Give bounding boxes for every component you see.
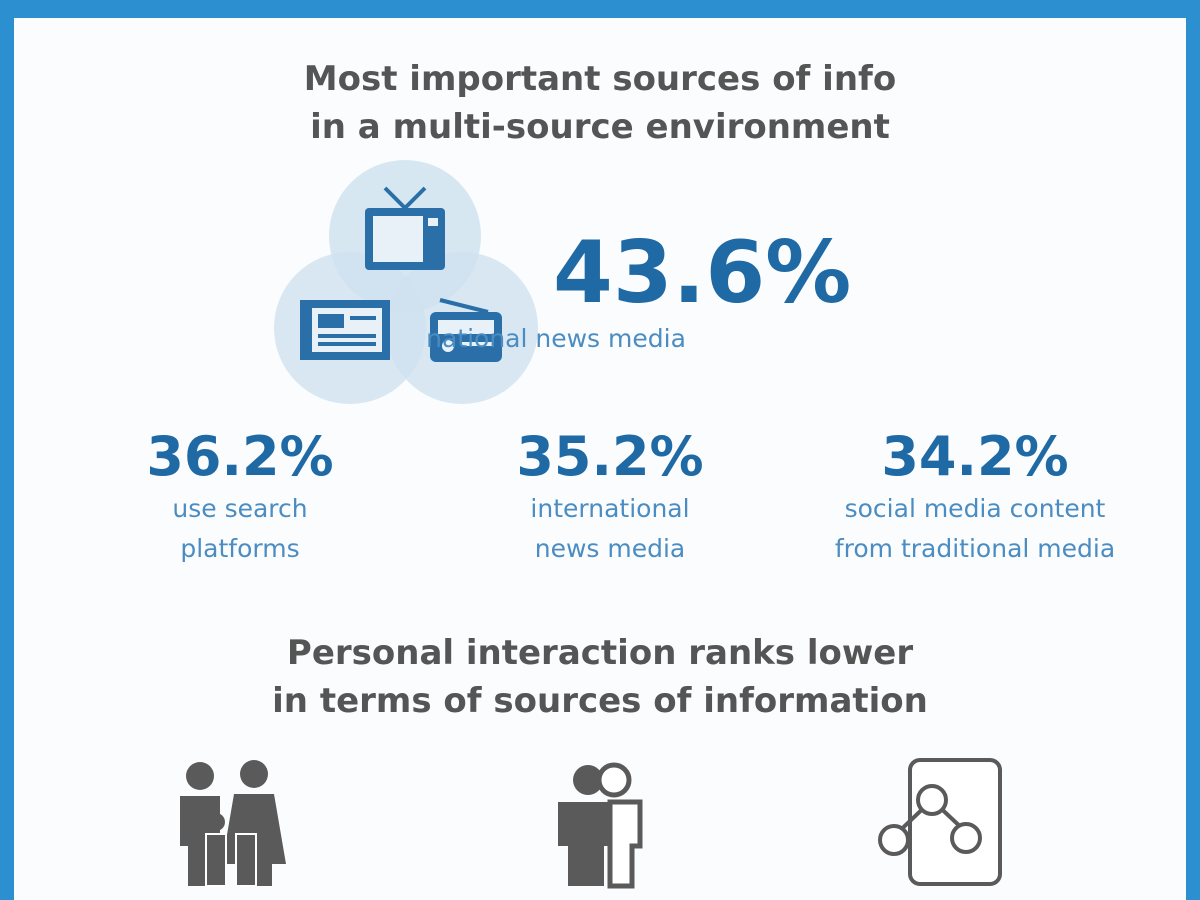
frame xyxy=(14,18,1186,900)
stat-value: 34.2% xyxy=(881,425,1068,488)
stat-value: 36.2% xyxy=(146,425,333,488)
stat-label: use search xyxy=(172,494,307,523)
stat-label: social media content xyxy=(845,494,1106,523)
stat-label: platforms xyxy=(180,534,299,563)
stat-label: international xyxy=(530,494,689,523)
stat-value: 35.2% xyxy=(516,425,703,488)
headline-label: national news media xyxy=(426,324,686,353)
media-venn xyxy=(274,160,538,404)
section-title: Personal interaction ranks lower xyxy=(287,633,913,673)
stat-label: from traditional media xyxy=(835,534,1115,563)
section-title: in a multi-source environment xyxy=(310,107,890,147)
family-icon xyxy=(180,760,286,887)
friends-icon xyxy=(558,762,643,889)
section-title: in terms of sources of information xyxy=(272,681,928,721)
section-title: Most important sources of info xyxy=(304,59,896,99)
headline-value: 43.6% xyxy=(553,223,851,323)
stat-label: news media xyxy=(535,534,686,563)
network-icon xyxy=(878,758,1002,886)
